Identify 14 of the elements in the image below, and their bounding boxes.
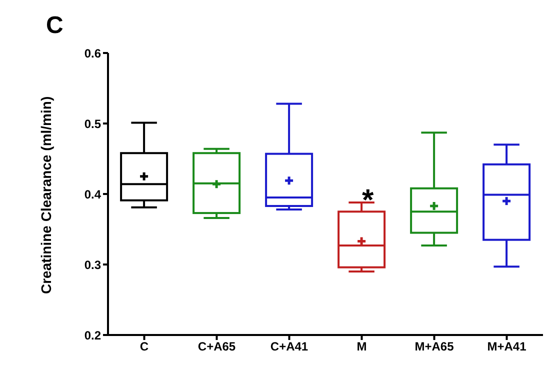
x-tick-label: M+A41 — [487, 340, 527, 354]
x-tick-label: C+A65 — [198, 340, 236, 354]
y-axis-title: Creatinine Clearance (ml/min) — [38, 96, 54, 294]
y-tick-label: 0.5 — [84, 116, 102, 131]
y-tick-label: 0.4 — [84, 187, 102, 202]
y-tick-label: 0.2 — [84, 328, 102, 342]
x-tick-label: M — [356, 340, 367, 354]
y-tick-label: 0.3 — [84, 258, 102, 272]
x-tick-label: C+A41 — [270, 340, 308, 354]
chart-title: C — [46, 12, 64, 40]
asterisk: * — [362, 186, 374, 216]
y-tick-label: 0.6 — [84, 46, 102, 60]
x-tick-label: C — [140, 340, 149, 354]
x-tick-label: M+A65 — [414, 340, 454, 354]
